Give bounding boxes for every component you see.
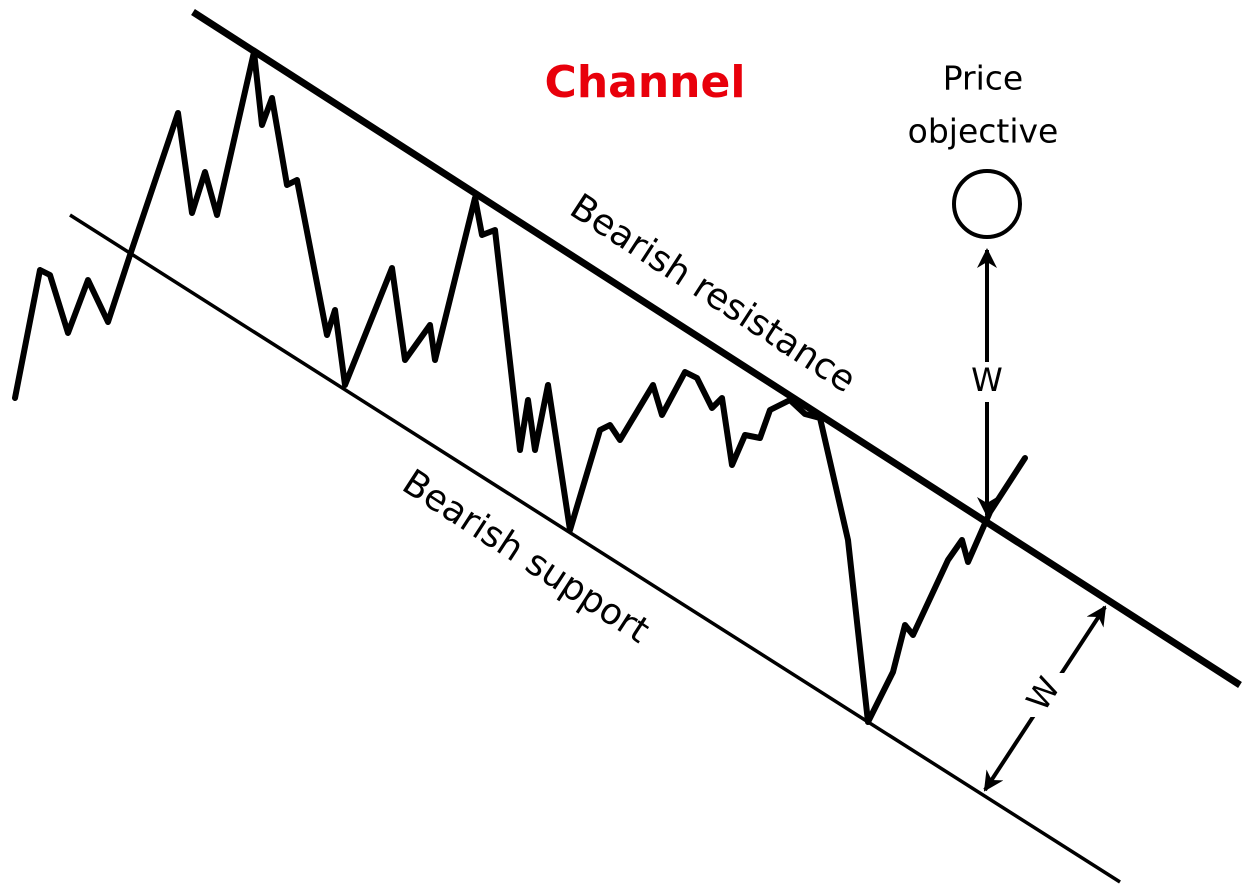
w-label-bg bbox=[1023, 673, 1067, 717]
resistance-label: Bearish resistance bbox=[563, 186, 863, 401]
w-label-bg bbox=[965, 362, 1009, 402]
w-label: W bbox=[971, 361, 1003, 399]
price-path bbox=[12, 49, 1028, 725]
support-label: Bearish support bbox=[395, 462, 656, 652]
resistance-line bbox=[191, 9, 1242, 688]
objective-label: Price bbox=[943, 59, 1024, 98]
title: Channel bbox=[545, 57, 746, 108]
objective-circle bbox=[952, 169, 1022, 239]
support-line bbox=[69, 213, 1121, 884]
objective-label: objective bbox=[908, 112, 1059, 151]
